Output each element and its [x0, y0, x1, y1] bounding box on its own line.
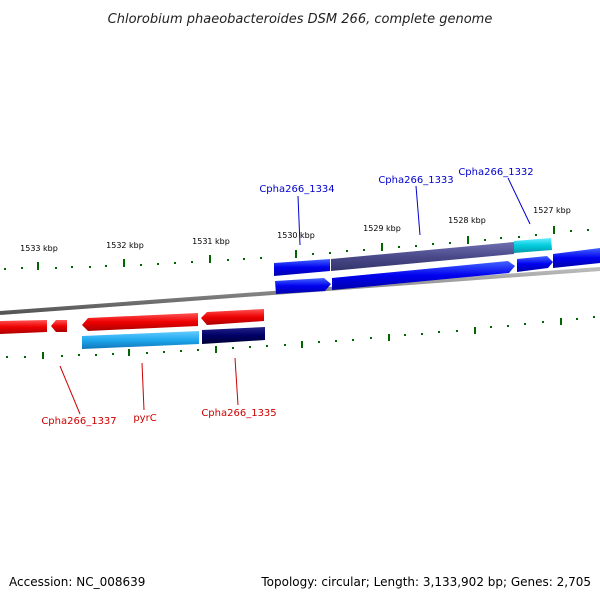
gene-label-cpha266-1334[interactable]: Cpha266_1334 — [259, 184, 334, 195]
gene-feature[interactable] — [201, 309, 264, 325]
gene-label-pyrc[interactable]: pyrC — [133, 413, 156, 424]
upper-major-ticks — [37, 226, 555, 270]
forward-strand-lower — [275, 256, 553, 294]
gene-feature[interactable] — [51, 320, 67, 332]
gene-feature[interactable] — [274, 259, 330, 276]
reverse-strand-lower — [82, 327, 265, 349]
tick-label: 1532 kbp — [106, 241, 144, 250]
gene-feature[interactable] — [275, 278, 331, 294]
upper-tick-track — [4, 229, 589, 270]
gene-feature[interactable] — [331, 242, 514, 271]
tick-label: 1533 kbp — [20, 244, 58, 253]
tick-label: 1530 kbp — [277, 231, 315, 240]
upper-leader-lines — [297, 177, 531, 246]
gene-label-cpha266-1333[interactable]: Cpha266_1333 — [378, 175, 453, 186]
gene-label-cpha266-1335[interactable]: Cpha266_1335 — [201, 408, 276, 419]
tick-label: 1527 kbp — [533, 206, 571, 215]
gene-feature[interactable] — [553, 248, 600, 268]
tick-label: 1529 kbp — [363, 224, 401, 233]
genome-title: Chlorobium phaeobacteroides DSM 266, com… — [108, 12, 493, 27]
genome-summary-text: Topology: circular; Length: 3,133,902 bp… — [260, 575, 591, 589]
gene-label-cpha266-1332[interactable]: Cpha266_1332 — [458, 167, 533, 178]
lower-tick-track — [6, 316, 595, 358]
tick-label: 1528 kbp — [448, 216, 486, 225]
gene-feature[interactable] — [82, 313, 198, 331]
gene-feature[interactable] — [82, 331, 199, 349]
gene-feature[interactable] — [514, 238, 552, 253]
forward-strand-upper — [274, 238, 600, 276]
lower-leader-lines — [59, 357, 239, 415]
reverse-strand-upper — [0, 309, 264, 334]
tick-label: 1531 kbp — [192, 237, 230, 246]
gene-feature[interactable] — [202, 327, 265, 344]
lower-major-ticks — [42, 318, 562, 359]
gene-feature[interactable] — [0, 320, 47, 334]
gene-feature[interactable] — [517, 256, 553, 272]
accession-text: Accession: NC_008639 — [9, 575, 145, 589]
tick-labels: 1533 kbp 1532 kbp 1531 kbp 1530 kbp 1529… — [20, 206, 571, 253]
gene-label-cpha266-1337[interactable]: Cpha266_1337 — [41, 416, 116, 427]
gene-feature[interactable] — [332, 261, 515, 290]
